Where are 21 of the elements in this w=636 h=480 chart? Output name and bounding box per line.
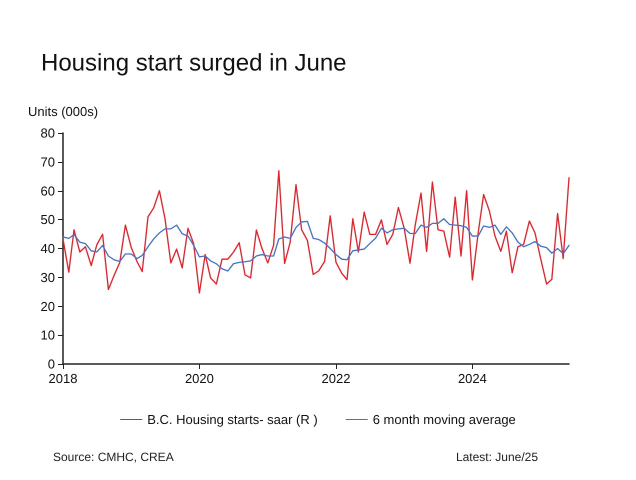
y-axis-title: Units (000s) [28, 104, 98, 119]
y-tick-label: 30 [40, 270, 55, 285]
text: Latest: June/25 [456, 450, 538, 464]
y-tick-label: 80 [40, 126, 55, 140]
chart-title: Housing start surged in June [41, 50, 347, 76]
legend-label: 6 month moving average [372, 412, 516, 427]
source-note: Source: CMHC, CREA [53, 450, 174, 464]
y-tick-label: 10 [40, 328, 55, 343]
legend-label: B.C. Housing starts- saar (R ) [147, 412, 318, 427]
x-tick-label: 2018 [48, 371, 78, 386]
y-tick-label: 40 [40, 241, 55, 256]
line-series [62, 218, 570, 272]
y-tick-label: 60 [40, 183, 55, 198]
y-tick-label: 50 [40, 212, 55, 228]
x-tick-label: 2024 [458, 371, 487, 386]
y-tick-label: 0 [48, 356, 55, 372]
x-tick-label: 2020 [184, 371, 214, 386]
x-tick-label: 2022 [322, 371, 350, 386]
line-series [62, 170, 570, 294]
y-tick-label: 20 [40, 298, 55, 314]
y-tick-label: 70 [40, 154, 55, 170]
